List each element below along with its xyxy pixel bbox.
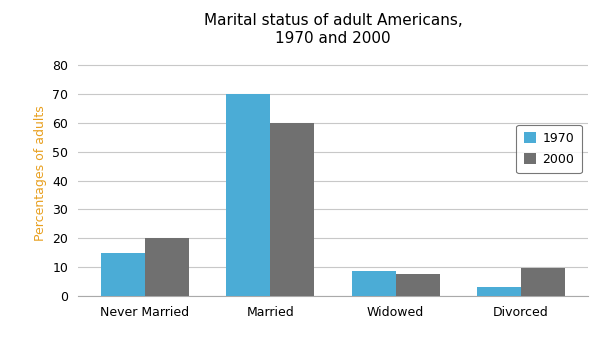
Legend: 1970, 2000: 1970, 2000 [516,125,582,173]
Y-axis label: Percentages of adults: Percentages of adults [34,105,47,241]
Bar [395,274,440,296]
Bar [477,287,521,296]
Bar [101,253,145,296]
Bar [226,94,271,296]
Bar [145,238,189,296]
Bar [271,123,314,296]
Bar [352,271,395,296]
Title: Marital status of adult Americans,
1970 and 2000: Marital status of adult Americans, 1970 … [203,13,463,46]
Bar [521,269,565,296]
